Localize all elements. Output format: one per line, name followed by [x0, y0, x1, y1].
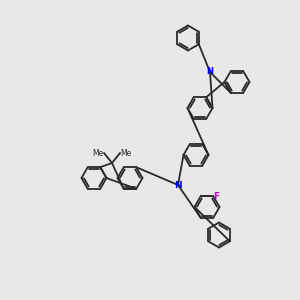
Text: Me: Me	[92, 148, 104, 158]
Text: F: F	[213, 192, 219, 201]
Text: Me: Me	[120, 148, 132, 158]
Text: N: N	[206, 68, 214, 76]
Text: N: N	[174, 181, 182, 190]
